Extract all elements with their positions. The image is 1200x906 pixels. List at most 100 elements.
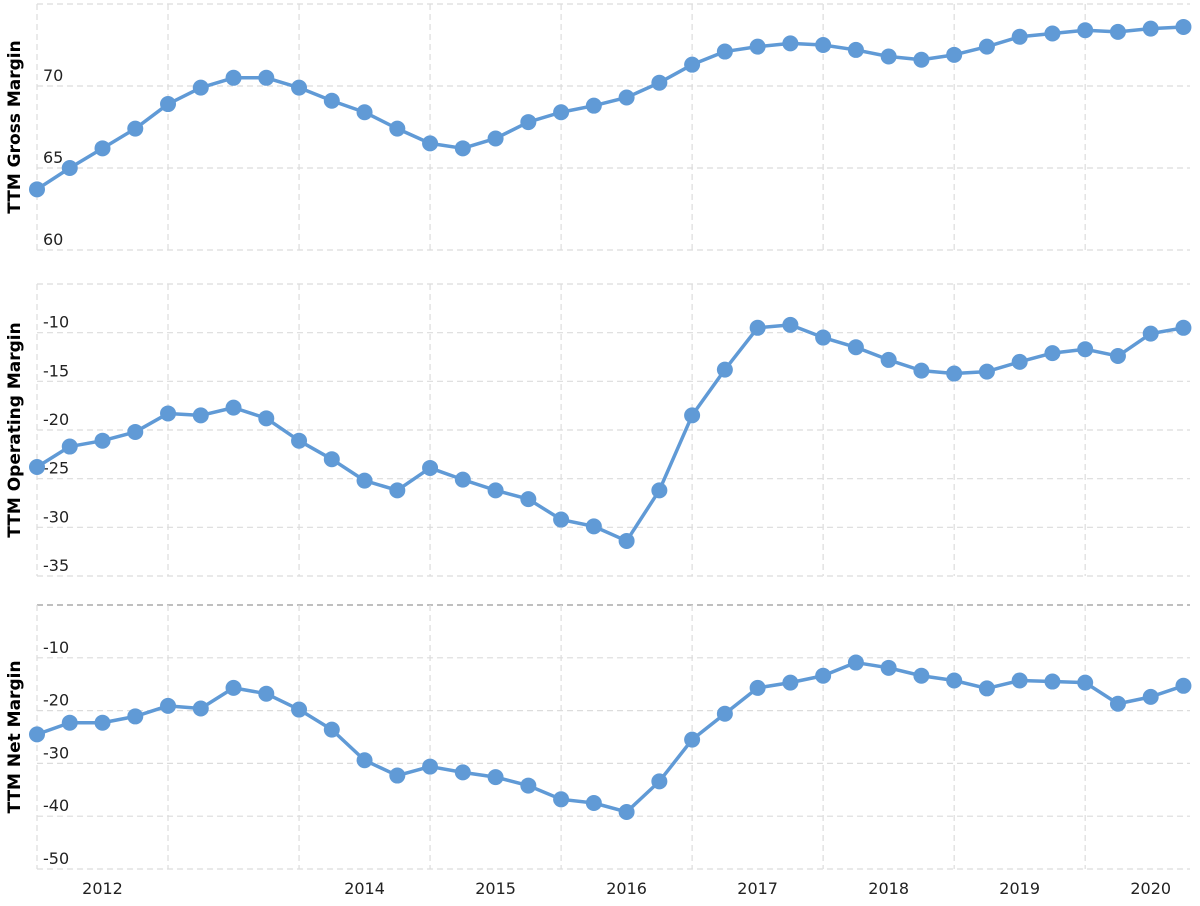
x-tick-label: 2018 (868, 879, 909, 898)
point (291, 432, 308, 449)
point (1044, 25, 1061, 42)
point (716, 361, 733, 378)
x-tick-label: 2020 (1130, 879, 1171, 898)
point (585, 518, 602, 535)
point (520, 777, 537, 794)
line (36, 25, 1184, 191)
point (1077, 22, 1094, 39)
point (749, 319, 766, 336)
point (1175, 18, 1192, 35)
point (61, 160, 78, 176)
y-tick-label: -35 (43, 556, 69, 575)
point (946, 365, 963, 382)
point (553, 104, 570, 121)
x-tick-label: 2012 (82, 879, 123, 898)
point (127, 120, 144, 137)
point (684, 407, 701, 424)
point (847, 654, 864, 671)
point (454, 471, 471, 488)
point (716, 43, 733, 60)
point (913, 667, 930, 684)
point (1142, 688, 1159, 705)
point (847, 41, 864, 58)
point (61, 714, 78, 731)
point (651, 482, 668, 499)
line (36, 660, 1185, 814)
point (782, 316, 799, 333)
point (1142, 20, 1159, 37)
y-tick-label: -25 (43, 459, 69, 478)
point (782, 674, 799, 691)
point (782, 35, 799, 52)
y-tick-label: 65 (43, 148, 63, 167)
point (61, 438, 78, 455)
point (684, 56, 701, 73)
point (520, 491, 537, 508)
point (422, 459, 439, 476)
point (225, 69, 242, 86)
point (454, 764, 471, 781)
point (389, 120, 406, 137)
point (160, 697, 177, 714)
x-tick-label: 2016 (606, 879, 647, 898)
point (651, 773, 668, 790)
point (684, 731, 701, 748)
point (94, 714, 111, 731)
point (127, 423, 144, 440)
point (356, 472, 373, 489)
point (127, 708, 144, 725)
point (1109, 348, 1126, 365)
point (520, 114, 537, 131)
point (618, 89, 635, 106)
x-tick-label: 2015 (475, 879, 516, 898)
point (946, 672, 963, 689)
point (913, 362, 930, 379)
point (1011, 672, 1028, 689)
point (258, 69, 275, 86)
point (192, 700, 209, 717)
point (1044, 673, 1061, 690)
y-axis-label: TTM Net Margin (5, 660, 25, 813)
y-tick-label: -10 (43, 313, 69, 332)
point (880, 659, 897, 676)
point (815, 667, 832, 684)
point (585, 795, 602, 811)
point (1142, 325, 1159, 342)
point (1044, 345, 1061, 362)
point (356, 752, 373, 769)
point (880, 48, 897, 65)
point (946, 46, 963, 63)
y-tick-label: -50 (43, 849, 69, 868)
point (94, 432, 111, 449)
point (978, 38, 995, 55)
point (1077, 341, 1094, 358)
point (618, 803, 635, 820)
x-tick-label: 2017 (737, 879, 778, 898)
point (978, 680, 995, 697)
point (487, 769, 504, 786)
point (29, 181, 45, 198)
x-tick-label: 2014 (344, 879, 385, 898)
point (1011, 28, 1028, 45)
point (160, 96, 177, 113)
point (422, 758, 439, 775)
point (913, 51, 930, 68)
point (389, 767, 406, 784)
point (978, 363, 995, 380)
y-tick-label: -10 (43, 638, 69, 657)
point (192, 79, 209, 96)
x-tick-label: 2019 (999, 879, 1040, 898)
point (422, 135, 439, 152)
point (618, 532, 635, 549)
y-tick-label: -30 (43, 507, 69, 526)
point (29, 458, 45, 475)
point (716, 705, 733, 722)
point (192, 407, 209, 424)
point (847, 339, 864, 356)
point (94, 140, 111, 157)
point (258, 410, 275, 427)
point (1175, 319, 1192, 336)
y-axis-label: TTM Gross Margin (5, 40, 25, 213)
